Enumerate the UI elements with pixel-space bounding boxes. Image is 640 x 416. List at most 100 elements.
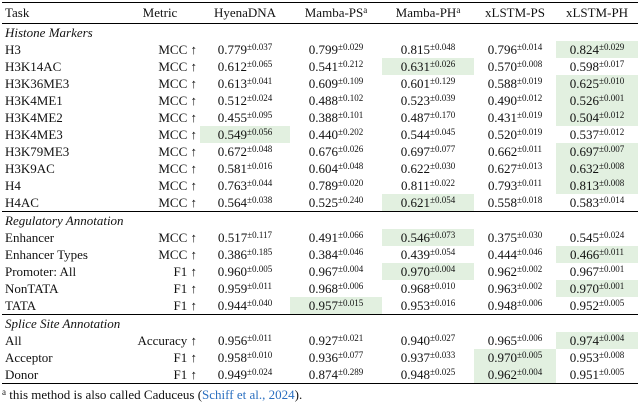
score-cell: 0.697±0.007 — [556, 143, 638, 160]
score-mean: 0.813 — [569, 177, 600, 193]
score-std: ±0.010 — [430, 280, 456, 291]
score-mean: 0.965 — [487, 332, 518, 348]
score-cell: 0.953±0.016 — [382, 297, 474, 315]
score-std: ±0.040 — [247, 297, 273, 308]
column-title: Mamba-PS — [304, 5, 364, 20]
metric: Accuracy ↑ — [137, 332, 197, 348]
score-std: ±0.044 — [247, 177, 273, 188]
score-std: ±0.011 — [247, 280, 273, 291]
task-name: Acceptor — [5, 349, 53, 365]
score-mean: 0.937 — [400, 349, 431, 365]
score-mean: 0.631 — [400, 58, 431, 74]
score-cell: 0.609±0.109 — [290, 75, 382, 92]
score-cell: 0.953±0.008 — [556, 349, 638, 366]
score-mean: 0.970 — [400, 263, 431, 279]
data-row: Promoter: All F1 ↑ 0.960±0.005 0.967±0.004 0… — [2, 263, 638, 280]
score-cell: 0.537±0.012 — [556, 126, 638, 143]
table-body: Histone Markers H3 MCC ↑ 0.779±0.037 0.799±0… — [2, 23, 638, 384]
score-mean: 0.545 — [569, 229, 600, 245]
score-std: ±0.077 — [338, 349, 364, 360]
score-mean: 0.549 — [217, 126, 248, 142]
score-mean: 0.444 — [487, 246, 518, 262]
score-std: ±0.001 — [599, 280, 625, 291]
score-std: ±0.212 — [338, 58, 364, 69]
column-header: Task — [2, 3, 120, 24]
score-cell: 0.662±0.011 — [474, 143, 556, 160]
score-mean: 0.963 — [487, 280, 518, 296]
score-std: ±0.024 — [599, 229, 625, 240]
score-mean: 0.526 — [569, 92, 600, 108]
score-mean: 0.672 — [217, 143, 248, 159]
score-cell: 0.386±0.185 — [200, 246, 290, 263]
footnote-end: ). — [294, 387, 303, 402]
score-std: ±0.117 — [247, 229, 273, 240]
score-cell: 0.965±0.006 — [474, 332, 556, 349]
task-name: Donor — [5, 366, 39, 382]
score-std: ±0.077 — [430, 143, 456, 154]
score-mean: 0.541 — [308, 58, 339, 74]
results-table: Task Metric HyenaDNA Mamba-PSa Mamba-PHa xLST… — [2, 2, 638, 384]
score-cell: 0.627±0.013 — [474, 160, 556, 177]
score-std: ±0.029 — [338, 41, 364, 52]
score-cell: 0.970±0.001 — [556, 280, 638, 297]
score-cell: 0.631±0.026 — [382, 58, 474, 75]
score-std: ±0.010 — [599, 75, 625, 86]
score-std: ±0.129 — [430, 75, 456, 86]
score-std: ±0.024 — [247, 92, 273, 103]
metric: MCC ↑ — [158, 160, 197, 176]
score-mean: 0.517 — [217, 229, 248, 245]
table-header: Task Metric HyenaDNA Mamba-PSa Mamba-PHa xLST… — [2, 2, 638, 24]
score-std: ±0.004 — [599, 332, 625, 343]
data-row: TATA F1 ↑ 0.944±0.040 0.957±0.015 0.953±0.01… — [2, 297, 638, 315]
score-mean: 0.490 — [487, 92, 518, 108]
score-mean: 0.588 — [487, 75, 518, 91]
score-cell: 0.581±0.016 — [200, 160, 290, 177]
score-mean: 0.455 — [217, 109, 248, 125]
score-cell: 0.558±0.018 — [474, 194, 556, 212]
metric: F1 ↑ — [173, 349, 197, 365]
score-std: ±0.006 — [517, 297, 543, 308]
score-std: ±0.065 — [247, 58, 273, 69]
score-cell: 0.455±0.095 — [200, 109, 290, 126]
score-mean: 0.956 — [217, 332, 248, 348]
score-std: ±0.041 — [247, 75, 273, 86]
score-cell: 0.951±0.005 — [556, 366, 638, 384]
score-cell: 0.874±0.289 — [290, 366, 382, 384]
metric: F1 ↑ — [173, 280, 197, 296]
metric: MCC ↑ — [158, 58, 197, 74]
score-std: ±0.017 — [599, 58, 625, 69]
score-cell: 0.796±0.014 — [474, 41, 556, 58]
data-row: H3K4ME2 MCC ↑ 0.455±0.095 0.388±0.101 0.487±… — [2, 109, 638, 126]
citation-link[interactable]: Schiff et al., 2024 — [202, 387, 295, 402]
score-mean: 0.581 — [217, 160, 248, 176]
score-std: ±0.022 — [429, 177, 455, 188]
score-cell: 0.570±0.008 — [474, 58, 556, 75]
score-cell: 0.541±0.212 — [290, 58, 382, 75]
score-mean: 0.440 — [308, 126, 339, 142]
score-mean: 0.697 — [569, 143, 600, 159]
data-row: Acceptor F1 ↑ 0.958±0.010 0.936±0.077 0.937±… — [2, 349, 638, 366]
score-cell: 0.525±0.240 — [290, 194, 382, 212]
score-mean: 0.621 — [400, 194, 431, 210]
score-cell: 0.960±0.005 — [200, 263, 290, 280]
section-title: Histone Markers — [5, 24, 93, 40]
score-cell: 0.937±0.033 — [382, 349, 474, 366]
score-cell: 0.824±0.029 — [556, 41, 638, 58]
task-name: H3K4ME1 — [5, 92, 63, 108]
score-std: ±0.002 — [517, 263, 543, 274]
score-std: ±0.005 — [517, 349, 543, 360]
score-std: ±0.019 — [517, 126, 543, 137]
score-mean: 0.431 — [487, 109, 518, 125]
score-std: ±0.024 — [247, 366, 273, 377]
data-row: NonTATA F1 ↑ 0.959±0.011 0.968±0.006 0.968±0… — [2, 280, 638, 297]
task-name: H3 — [5, 41, 21, 57]
score-cell: 0.544±0.045 — [382, 126, 474, 143]
score-std: ±0.048 — [247, 143, 273, 154]
task-name: Enhancer — [5, 229, 55, 245]
score-cell: 0.676±0.026 — [290, 143, 382, 160]
column-title: Task — [5, 5, 30, 20]
score-mean: 0.874 — [308, 366, 339, 382]
score-mean: 0.598 — [569, 58, 600, 74]
task-name: H4 — [5, 177, 21, 193]
score-std: ±0.095 — [247, 109, 273, 120]
